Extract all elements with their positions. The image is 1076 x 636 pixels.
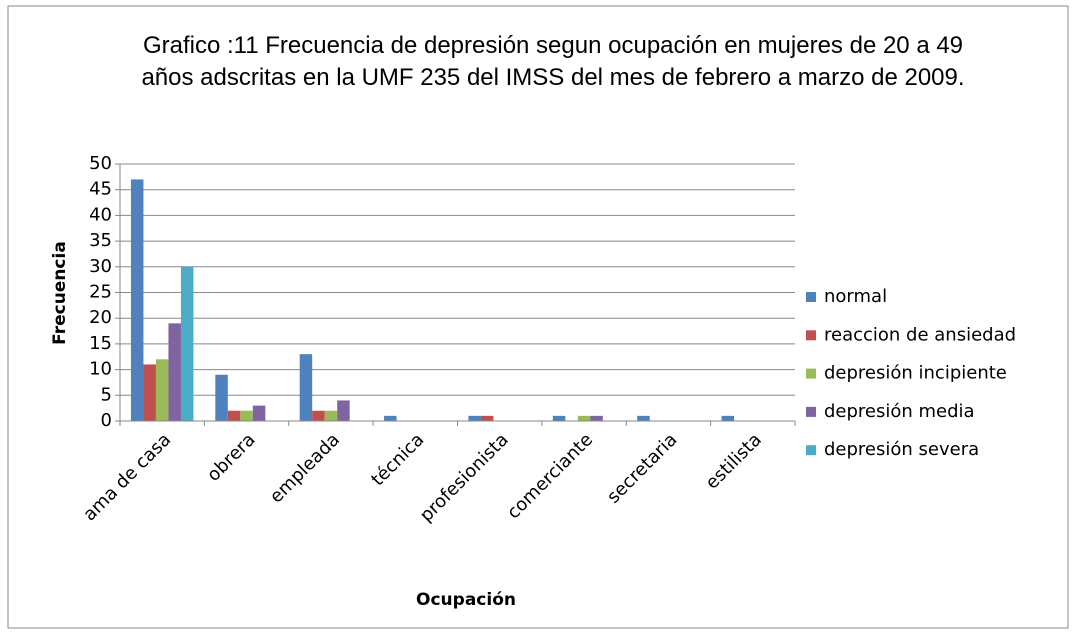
bar	[180, 266, 194, 421]
bar	[337, 400, 350, 421]
bar	[155, 359, 169, 421]
legend-label: depresión media	[824, 401, 975, 422]
legend-label: depresión severa	[824, 439, 979, 460]
bar	[637, 415, 650, 421]
y-tick-label: 35	[89, 230, 112, 251]
y-tick-label: 25	[89, 282, 112, 303]
y-tick-label: 10	[89, 359, 112, 380]
legend-label: depresión incipiente	[824, 363, 1007, 384]
legend-swatch	[806, 445, 816, 456]
y-tick-label: 30	[89, 256, 112, 277]
bar	[480, 415, 494, 421]
chart-border	[7, 5, 1069, 629]
bar	[468, 415, 481, 421]
y-tick-label: 15	[89, 333, 112, 354]
y-tick-label: 50	[89, 153, 112, 174]
bar	[721, 415, 735, 421]
bar	[227, 410, 241, 421]
legend-swatch	[806, 406, 816, 417]
bar	[130, 179, 144, 421]
bar	[240, 410, 253, 421]
bar	[312, 410, 325, 421]
y-tick-label: 20	[89, 307, 112, 328]
bar	[299, 354, 313, 421]
y-axis-title: Frecuencia	[50, 241, 70, 345]
legend-label: normal	[824, 286, 887, 307]
bar	[577, 415, 591, 421]
x-axis-title: Ocupación	[416, 590, 516, 610]
y-tick-label: 5	[101, 384, 112, 405]
legend-label: reaccion de ansiedad	[824, 324, 1016, 345]
y-tick-label: 0	[101, 410, 112, 431]
bar	[552, 415, 566, 421]
y-tick-label: 40	[89, 204, 112, 225]
bar	[168, 323, 181, 421]
bar	[324, 410, 338, 421]
bar	[252, 405, 266, 421]
y-tick-label: 45	[89, 179, 112, 200]
bar	[590, 415, 603, 421]
legend-swatch	[806, 368, 816, 379]
bar	[143, 364, 156, 421]
chart-title: Grafico :11 Frecuencia de depresión segu…	[141, 32, 965, 91]
bar	[384, 415, 397, 421]
legend-swatch	[806, 292, 816, 302]
legend-swatch	[806, 330, 816, 341]
bar	[215, 374, 228, 421]
